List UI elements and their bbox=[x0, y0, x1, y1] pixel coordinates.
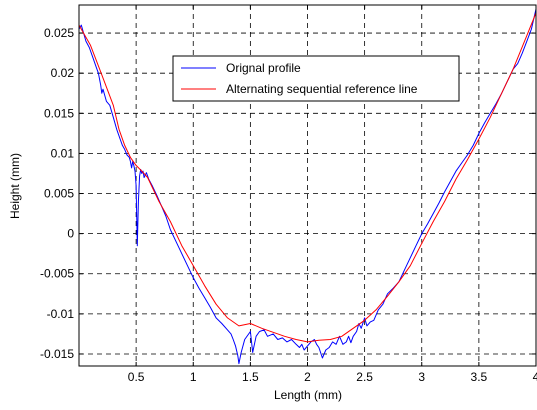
series-line-original-profile bbox=[78, 8, 537, 365]
legend-box bbox=[172, 55, 460, 102]
y-tick-label: 0 bbox=[67, 227, 74, 241]
y-tick-label: 0.015 bbox=[44, 106, 74, 120]
legend: Orignal profile Alternating sequential r… bbox=[172, 55, 460, 102]
grid-lines bbox=[79, 5, 536, 366]
y-tick-label: -0.015 bbox=[40, 347, 74, 361]
x-tick-label: 2 bbox=[304, 370, 311, 384]
y-tick-label: 0.005 bbox=[44, 187, 74, 201]
x-tick-label: 2.5 bbox=[356, 370, 373, 384]
y-tick-label: -0.01 bbox=[47, 307, 75, 321]
x-tick-label: 3.5 bbox=[471, 370, 488, 384]
legend-label-reference: Alternating sequential reference line bbox=[226, 82, 418, 96]
x-axis-title: Length (mm) bbox=[274, 388, 342, 402]
y-tick-label: -0.005 bbox=[40, 267, 74, 281]
series-line-reference bbox=[78, 12, 537, 343]
x-tick-label: 0.5 bbox=[128, 370, 145, 384]
axis-ticks: 0.5 1 1.5 2 2.5 3 3.5 4 -0.015 -0.01 -0.005 0 0.005 0… bbox=[40, 5, 537, 384]
x-tick-label: 1.5 bbox=[242, 370, 259, 384]
x-tick-label: 3 bbox=[418, 370, 425, 384]
y-tick-label: 0.025 bbox=[44, 26, 74, 40]
series-layer bbox=[78, 8, 537, 365]
y-tick-label: 0.02 bbox=[51, 66, 75, 80]
y-axis-title: Height (mm) bbox=[8, 153, 22, 219]
x-tick-label: 4 bbox=[533, 370, 537, 384]
x-tick-label: 1 bbox=[190, 370, 197, 384]
y-tick-label: 0.01 bbox=[51, 146, 75, 160]
legend-label-original: Orignal profile bbox=[226, 61, 301, 75]
